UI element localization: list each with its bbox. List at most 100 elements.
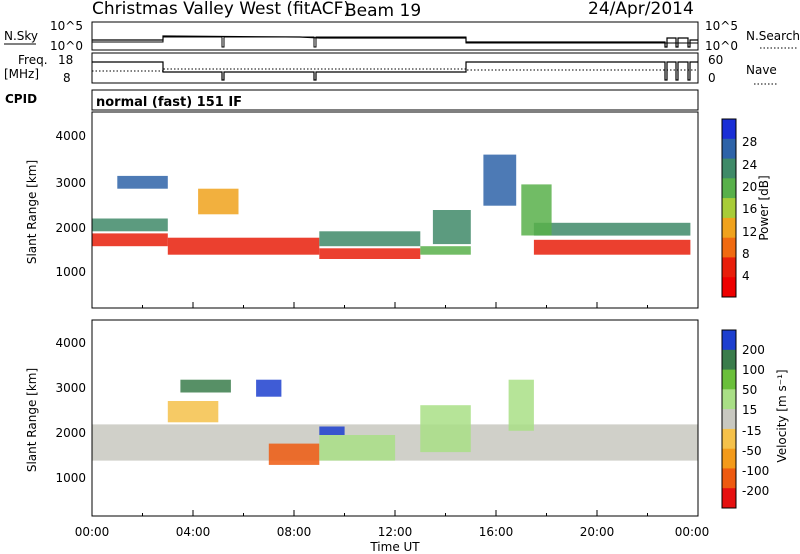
nsearch-trace: [92, 36, 698, 48]
velocity-colorbar: 200 100 50 15 -15 -50 -100 -200 Velocity…: [721, 329, 789, 509]
power-region-0: [92, 233, 168, 247]
velocity-cbar-label: Velocity [m s⁻¹]: [775, 369, 789, 462]
velocity-cbar-swatch-0: [722, 330, 736, 351]
power-cbar-swatch-5: [722, 217, 736, 239]
nsearch-label: N.Search: [746, 29, 800, 43]
freq-tick-low: 8: [63, 71, 71, 85]
power-ylabel: Slant Range [km]: [25, 160, 39, 264]
cpid-text: normal (fast) 151 IF: [96, 95, 242, 110]
velocity-cbar-swatch-5: [722, 428, 736, 450]
freq-panel: Freq. [MHz] 18 8 60 0 Nave: [4, 52, 778, 85]
nsearch-tick-high: 10^5: [705, 19, 738, 33]
velocity-region-7: [420, 405, 471, 453]
freq-label-2: [MHz]: [4, 67, 39, 81]
power-cbar-label: Power [dB]: [757, 175, 771, 240]
velocity-cbar-swatch-6: [722, 448, 736, 469]
velocity-region-1: [180, 379, 231, 393]
nave-tick-low: 0: [708, 71, 716, 85]
power-cbar-tick-8: 8: [742, 247, 750, 261]
velocity-panel: Slant Range [km] 4000 3000 2000 1000: [25, 319, 699, 517]
power-cbar-swatch-4: [722, 198, 736, 219]
xtick-6: 00:00: [675, 525, 710, 539]
cpid-label: CPID: [5, 92, 37, 106]
power-cbar-swatch-6: [722, 237, 736, 258]
power-region-9: [198, 188, 239, 215]
power-ytick-1000: 1000: [55, 265, 86, 279]
power-cbar-swatch-7: [722, 257, 736, 278]
power-panel: Slant Range [km] 4000 3000 2000 1000: [25, 111, 699, 309]
velocity-cbar-swatch-3: [722, 389, 736, 410]
velocity-region-2: [256, 379, 282, 397]
velocity-region-5: [319, 435, 396, 461]
nsearch-tick-low: 10^0: [705, 39, 738, 53]
velocity-ytick-4000: 4000: [55, 336, 86, 350]
power-ytick-4000: 4000: [55, 129, 86, 143]
power-ytick-2000: 2000: [55, 221, 86, 235]
power-cbar-swatch-3: [722, 178, 736, 199]
power-region-7: [533, 222, 691, 236]
xtick-3: 12:00: [378, 525, 413, 539]
x-axis: 00:00 04:00 08:00 12:00 16:00 20:00 00:0…: [75, 302, 710, 554]
x-axis-label: Time UT: [369, 540, 420, 554]
xtick-0: 00:00: [75, 525, 110, 539]
date-label: 24/Apr/2014: [588, 0, 694, 19]
xtick-1: 04:00: [176, 525, 211, 539]
xtick-4: 16:00: [479, 525, 514, 539]
nave-label: Nave: [746, 63, 777, 77]
power-colorbar: 28 24 20 16 12 8 4 Power [dB]: [721, 118, 771, 298]
power-region-1: [167, 237, 320, 255]
velocity-cbar-tick-200: 200: [742, 343, 765, 357]
velocity-cbar-tick-15: 15: [742, 403, 757, 417]
power-region-5: [92, 218, 168, 232]
velocity-cbar-tick-50: 50: [742, 383, 757, 397]
velocity-ytick-1000: 1000: [55, 471, 86, 485]
power-region-2: [319, 248, 421, 259]
nsky-tick-high: 10^5: [50, 19, 83, 33]
power-region-12: [521, 184, 552, 236]
power-region-8: [117, 175, 168, 189]
velocity-cbar-tick-m100: -100: [742, 464, 769, 478]
power-cbar-tick-4: 4: [742, 269, 750, 283]
power-cbar-swatch-2: [722, 158, 736, 179]
velocity-region-3: [167, 401, 219, 423]
power-region-3: [420, 246, 471, 255]
velocity-cbar-tick-100: 100: [742, 363, 765, 377]
freq-label-1: Freq.: [18, 53, 48, 67]
velocity-ytick-2000: 2000: [55, 426, 86, 440]
power-cbar-tick-12: 12: [742, 225, 757, 239]
velocity-cbar-swatch-4: [722, 409, 736, 430]
power-cbar-swatch-8: [722, 277, 736, 298]
velocity-ytick-3000: 3000: [55, 381, 86, 395]
xtick-5: 20:00: [580, 525, 615, 539]
power-data: [92, 154, 691, 259]
power-region-11: [483, 154, 517, 206]
power-cbar-tick-24: 24: [742, 158, 757, 172]
nave-trace: [92, 68, 698, 72]
station-title: Christmas Valley West (fitACF): [92, 0, 350, 19]
velocity-cbar-swatch-8: [722, 488, 736, 509]
velocity-cbar-tick-m15: -15: [742, 424, 762, 438]
power-ytick-3000: 3000: [55, 176, 86, 190]
velocity-cbar-swatch-7: [722, 468, 736, 489]
power-cbar-tick-16: 16: [742, 202, 757, 216]
xtick-2: 08:00: [277, 525, 312, 539]
power-cbar-tick-28: 28: [742, 135, 757, 149]
nave-tick-high: 60: [708, 53, 723, 67]
power-cbar-tick-20: 20: [742, 180, 757, 194]
velocity-region-8: [508, 379, 534, 431]
velocity-cbar-swatch-2: [722, 369, 736, 390]
velocity-cbar-tick-m50: -50: [742, 444, 762, 458]
velocity-region-4: [268, 443, 320, 465]
freq-trace: [92, 61, 698, 81]
velocity-cbar-tick-m200: -200: [742, 484, 769, 498]
velocity-region-6: [319, 426, 345, 435]
velocity-ylabel: Slant Range [km]: [25, 368, 39, 472]
power-cbar-swatch-1: [722, 138, 736, 160]
nsky-label: N.Sky: [4, 29, 38, 43]
power-region-4: [533, 239, 691, 255]
power-region-10: [432, 210, 471, 245]
nsky-panel: N.Sky 10^5 10^0 10^5 10^0 N.Search: [4, 19, 800, 53]
nsky-tick-low: 10^0: [50, 39, 83, 53]
velocity-cbar-swatch-1: [722, 349, 736, 371]
